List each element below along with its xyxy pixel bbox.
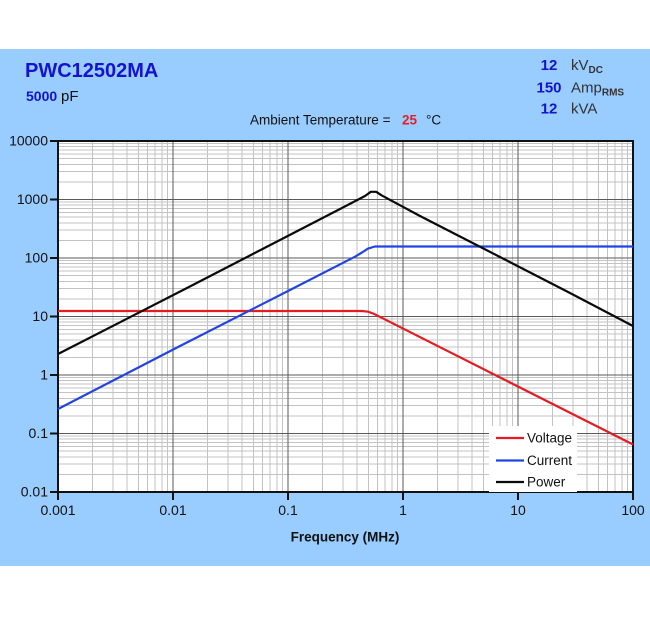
svg-text:Frequency (MHz): Frequency (MHz) xyxy=(291,530,400,545)
svg-text:150: 150 xyxy=(536,80,561,97)
svg-text:0.01: 0.01 xyxy=(21,484,48,500)
svg-text:Power: Power xyxy=(527,475,566,490)
svg-text:0.1: 0.1 xyxy=(278,502,298,518)
svg-text:°C: °C xyxy=(426,113,441,128)
svg-text:100: 100 xyxy=(25,250,49,266)
svg-text:Current: Current xyxy=(527,453,572,468)
svg-text:1: 1 xyxy=(399,502,407,518)
svg-text:Voltage: Voltage xyxy=(527,431,572,446)
svg-text:0.01: 0.01 xyxy=(159,502,186,518)
svg-text:100: 100 xyxy=(621,502,645,518)
svg-text:5000: 5000 xyxy=(26,88,57,104)
svg-text:Ambient Temperature =: Ambient Temperature = xyxy=(250,113,391,128)
svg-text:10: 10 xyxy=(510,502,526,518)
svg-text:10: 10 xyxy=(32,308,48,324)
svg-text:1000: 1000 xyxy=(17,191,48,207)
svg-text:pF: pF xyxy=(61,88,79,105)
svg-text:PWC12502MA: PWC12502MA xyxy=(25,60,158,82)
svg-text:0.1: 0.1 xyxy=(29,425,49,441)
svg-text:12: 12 xyxy=(541,101,558,118)
svg-text:0.001: 0.001 xyxy=(40,502,75,518)
svg-text:12: 12 xyxy=(541,57,558,74)
svg-text:25: 25 xyxy=(402,113,418,128)
svg-text:kVA: kVA xyxy=(571,101,597,118)
svg-text:10000: 10000 xyxy=(9,133,48,149)
svg-text:1: 1 xyxy=(40,367,48,383)
